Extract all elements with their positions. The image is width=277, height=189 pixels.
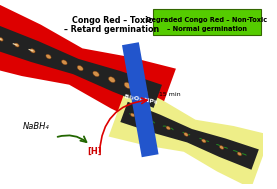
Text: – Normal germination: – Normal germination [167,26,247,32]
Ellipse shape [237,152,242,156]
Ellipse shape [93,71,99,77]
Ellipse shape [77,66,83,71]
Ellipse shape [0,37,3,41]
Polygon shape [120,102,259,170]
Text: – Retard germination: – Retard germination [64,25,160,34]
Ellipse shape [202,139,206,143]
Text: Congo Red – Toxic: Congo Red – Toxic [71,16,152,25]
Ellipse shape [219,146,224,149]
Ellipse shape [184,132,188,136]
Ellipse shape [130,113,135,117]
Polygon shape [109,83,271,188]
Ellipse shape [140,88,147,94]
Ellipse shape [46,54,51,59]
Text: Degraded Congo Red – Non-Toxic: Degraded Congo Red – Non-Toxic [146,17,267,23]
Ellipse shape [124,82,131,88]
Ellipse shape [61,60,67,65]
Text: [H]: [H] [88,147,102,156]
Text: Bi₂O₃ NPs: Bi₂O₃ NPs [123,94,157,105]
Text: NaBH₄: NaBH₄ [23,122,49,131]
Ellipse shape [166,126,170,130]
FancyBboxPatch shape [153,9,261,35]
Ellipse shape [30,49,35,53]
Polygon shape [0,25,162,108]
Ellipse shape [109,77,115,83]
Ellipse shape [148,120,153,123]
Polygon shape [0,4,176,129]
Ellipse shape [14,43,19,47]
Text: 15 min: 15 min [159,92,181,98]
Polygon shape [122,42,158,157]
